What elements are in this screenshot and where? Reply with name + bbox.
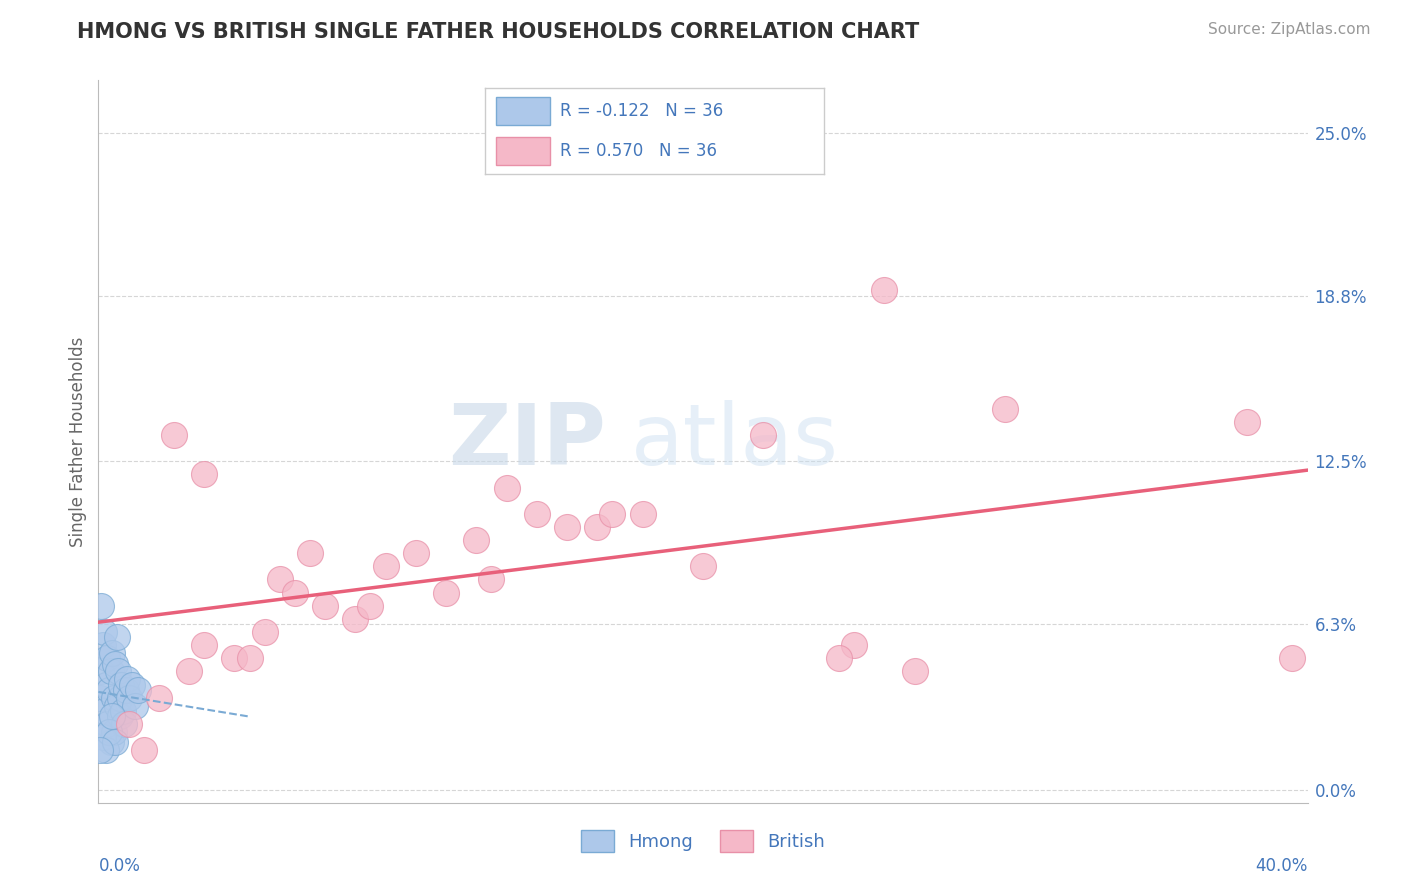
Point <box>91 730 114 744</box>
Point <box>100 735 122 749</box>
Point <box>586 520 609 534</box>
Point <box>752 428 775 442</box>
Legend: Hmong, British: Hmong, British <box>574 822 832 859</box>
Point <box>101 646 124 660</box>
Point <box>103 724 125 739</box>
Point <box>112 717 135 731</box>
Point <box>465 533 488 547</box>
Text: 40.0%: 40.0% <box>1256 857 1308 875</box>
Point <box>93 704 115 718</box>
Point <box>118 690 141 705</box>
Point <box>555 520 578 534</box>
Point <box>89 690 111 705</box>
Point <box>344 612 367 626</box>
Point <box>96 717 118 731</box>
Point <box>314 599 336 613</box>
Point <box>495 481 517 495</box>
Point <box>1281 651 1303 665</box>
Point <box>91 638 114 652</box>
Point <box>132 743 155 757</box>
Point <box>94 743 117 757</box>
Point <box>873 284 896 298</box>
Point <box>114 682 136 697</box>
Point <box>118 717 141 731</box>
Point <box>1236 415 1258 429</box>
Point <box>360 599 382 613</box>
Point <box>89 743 111 757</box>
Point <box>107 665 129 679</box>
Point <box>284 585 307 599</box>
Point <box>124 698 146 713</box>
Point <box>98 724 121 739</box>
Point <box>434 585 457 599</box>
Point <box>104 657 127 671</box>
Point <box>692 559 714 574</box>
Point <box>526 507 548 521</box>
Point <box>148 690 170 705</box>
Point <box>828 651 851 665</box>
Point <box>253 625 276 640</box>
Point <box>105 630 128 644</box>
Point <box>108 709 131 723</box>
Y-axis label: Single Father Households: Single Father Households <box>69 336 87 547</box>
Point <box>405 546 427 560</box>
Point <box>96 651 118 665</box>
Point <box>108 690 131 705</box>
Point <box>269 573 291 587</box>
Point <box>224 651 246 665</box>
Point <box>115 673 138 687</box>
Point <box>481 573 503 587</box>
Point <box>239 651 262 665</box>
Point <box>631 507 654 521</box>
Text: HMONG VS BRITISH SINGLE FATHER HOUSEHOLDS CORRELATION CHART: HMONG VS BRITISH SINGLE FATHER HOUSEHOLD… <box>77 22 920 42</box>
Point <box>994 401 1017 416</box>
Point <box>179 665 201 679</box>
Point <box>93 625 115 640</box>
Point <box>110 677 132 691</box>
Point <box>111 704 134 718</box>
Text: atlas: atlas <box>630 400 838 483</box>
Point <box>104 735 127 749</box>
Point <box>103 690 125 705</box>
Point <box>163 428 186 442</box>
Point <box>904 665 927 679</box>
Point <box>90 665 112 679</box>
Point <box>193 638 215 652</box>
Point <box>193 467 215 482</box>
Point <box>121 677 143 691</box>
Text: ZIP: ZIP <box>449 400 606 483</box>
Point <box>602 507 624 521</box>
Point <box>94 677 117 691</box>
Point <box>101 709 124 723</box>
Text: 0.0%: 0.0% <box>98 857 141 875</box>
Text: Source: ZipAtlas.com: Source: ZipAtlas.com <box>1208 22 1371 37</box>
Point <box>98 682 121 697</box>
Point <box>127 682 149 697</box>
Point <box>100 665 122 679</box>
Point <box>374 559 396 574</box>
Point <box>90 599 112 613</box>
Point <box>299 546 322 560</box>
Point <box>844 638 866 652</box>
Point <box>105 698 128 713</box>
